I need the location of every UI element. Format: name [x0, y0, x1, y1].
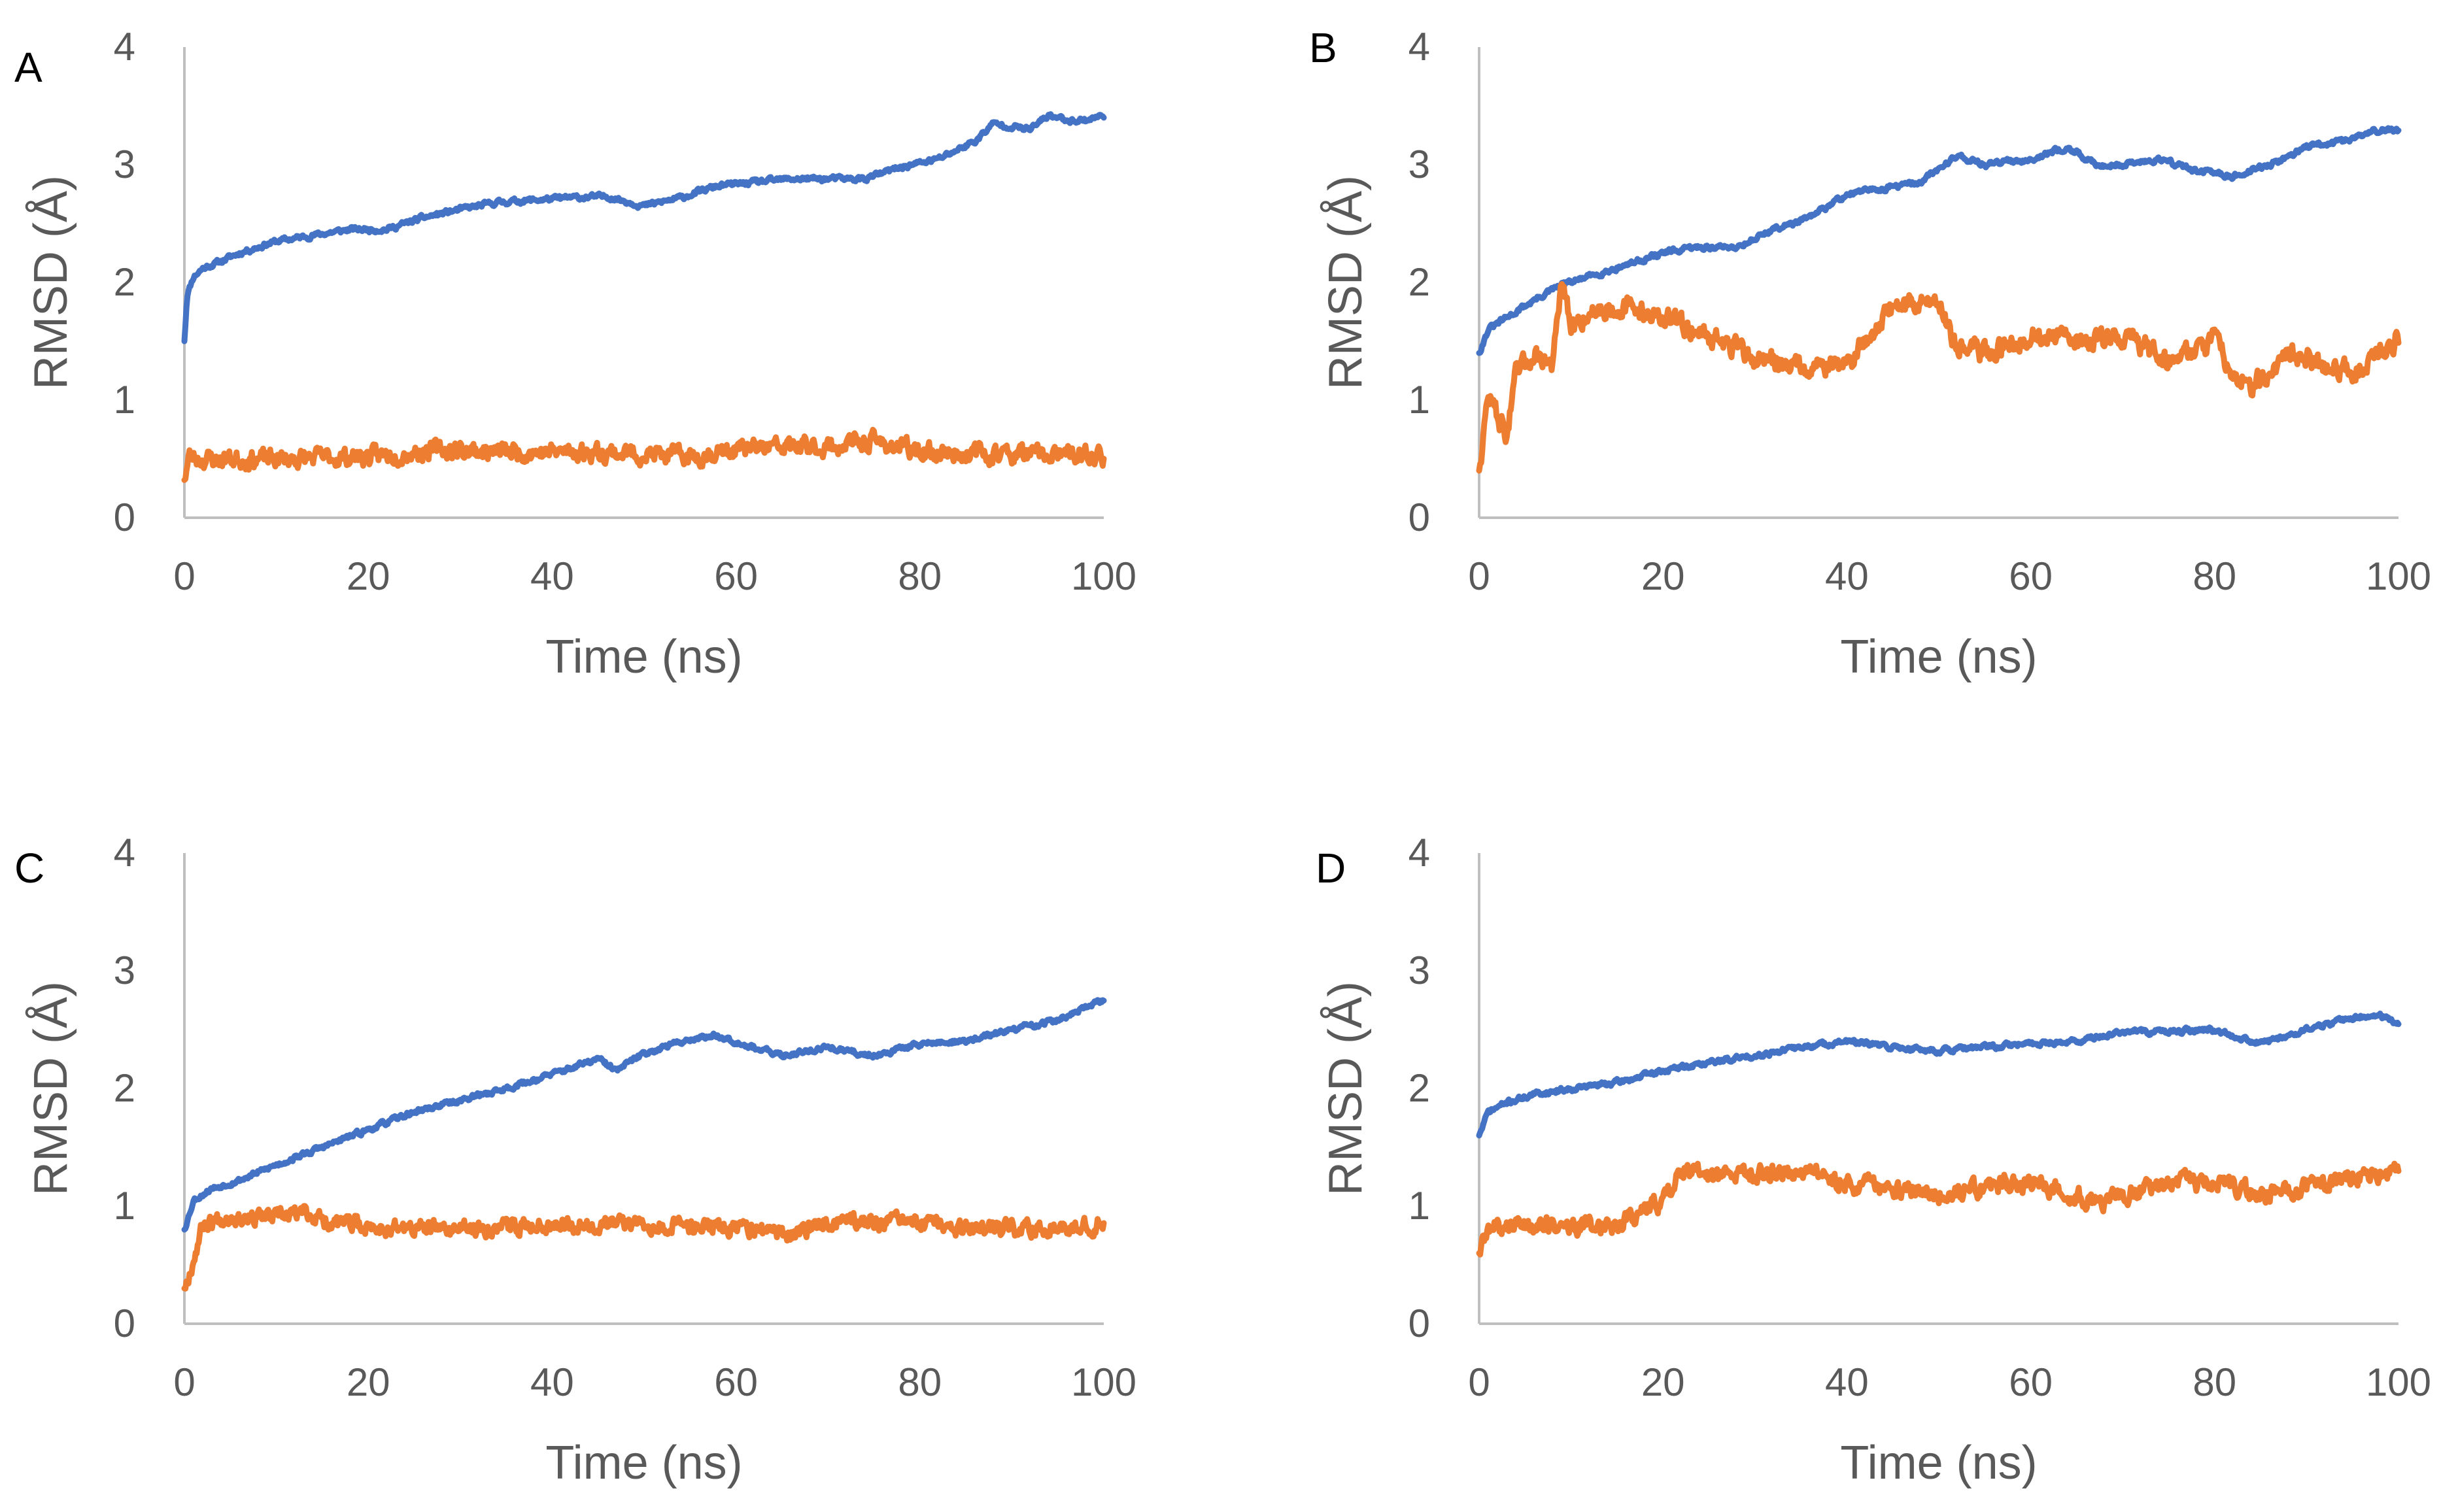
y-tick-label: 3: [1408, 949, 1430, 992]
y-tick-label: 1: [114, 1184, 135, 1228]
x-tick-label: 100: [2366, 1360, 2431, 1404]
x-axis-title: Time (ns): [545, 631, 742, 683]
y-tick-label: 4: [1408, 25, 1430, 69]
y-tick-label: 1: [1408, 378, 1430, 422]
series-line-blue: [1476, 125, 2402, 356]
x-tick-label: 100: [2366, 554, 2431, 598]
x-tick-label: 80: [898, 1360, 942, 1404]
series-line-orange: [1476, 1160, 2402, 1258]
x-tick-label: 0: [173, 554, 195, 598]
x-tick-label: 40: [1825, 554, 1869, 598]
series-line-orange: [1476, 281, 2402, 474]
x-tick-label: 100: [1071, 554, 1136, 598]
panel-label: A: [14, 44, 43, 91]
series-line-orange: [181, 426, 1107, 483]
y-tick-label: 3: [114, 143, 135, 186]
x-tick-label: 80: [2193, 554, 2236, 598]
x-tick-label: 100: [1071, 1360, 1136, 1404]
x-axis-title: Time (ns): [1840, 1437, 2037, 1489]
series-line-blue: [181, 997, 1107, 1233]
x-tick-label: 60: [2009, 554, 2053, 598]
series-line-blue: [1476, 1011, 2402, 1139]
y-axis-title: RMSD (Å): [25, 175, 77, 390]
x-tick-label: 20: [347, 554, 390, 598]
panel-label: D: [1316, 845, 1346, 892]
y-tick-label: 1: [114, 378, 135, 422]
x-tick-label: 40: [1825, 1360, 1869, 1404]
x-tick-label: 40: [530, 1360, 574, 1404]
x-tick-label: 0: [1468, 554, 1490, 598]
y-tick-label: 4: [114, 831, 135, 875]
y-tick-label: 1: [1408, 1184, 1430, 1228]
x-tick-label: 80: [2193, 1360, 2236, 1404]
y-tick-label: 0: [114, 496, 135, 539]
y-tick-label: 2: [114, 260, 135, 304]
x-tick-label: 60: [714, 554, 758, 598]
panel-label: B: [1309, 24, 1337, 71]
y-tick-label: 0: [1408, 496, 1430, 539]
series-line-blue: [181, 111, 1107, 344]
x-tick-label: 60: [2009, 1360, 2053, 1404]
y-axis-title: RMSD (Å): [25, 981, 77, 1196]
y-tick-label: 3: [1408, 143, 1430, 186]
panel-label: C: [14, 845, 44, 892]
x-tick-label: 20: [347, 1360, 390, 1404]
x-axis-title: Time (ns): [1840, 631, 2037, 683]
y-tick-label: 0: [114, 1302, 135, 1345]
x-tick-label: 20: [1641, 1360, 1685, 1404]
x-tick-label: 40: [530, 554, 574, 598]
y-tick-label: 2: [114, 1066, 135, 1110]
y-tick-label: 4: [1408, 831, 1430, 875]
y-axis-title: RMSD (Å): [1320, 175, 1372, 390]
series-line-orange: [181, 1203, 1107, 1292]
x-tick-label: 80: [898, 554, 942, 598]
x-tick-label: 20: [1641, 554, 1685, 598]
y-tick-label: 4: [114, 25, 135, 69]
x-tick-label: 0: [1468, 1360, 1490, 1404]
x-tick-label: 0: [173, 1360, 195, 1404]
y-tick-label: 2: [1408, 260, 1430, 304]
y-axis-title: RMSD (Å): [1320, 981, 1372, 1196]
x-axis-title: Time (ns): [545, 1437, 742, 1489]
y-tick-label: 2: [1408, 1066, 1430, 1110]
y-tick-label: 0: [1408, 1302, 1430, 1345]
y-tick-label: 3: [114, 949, 135, 992]
x-tick-label: 60: [714, 1360, 758, 1404]
